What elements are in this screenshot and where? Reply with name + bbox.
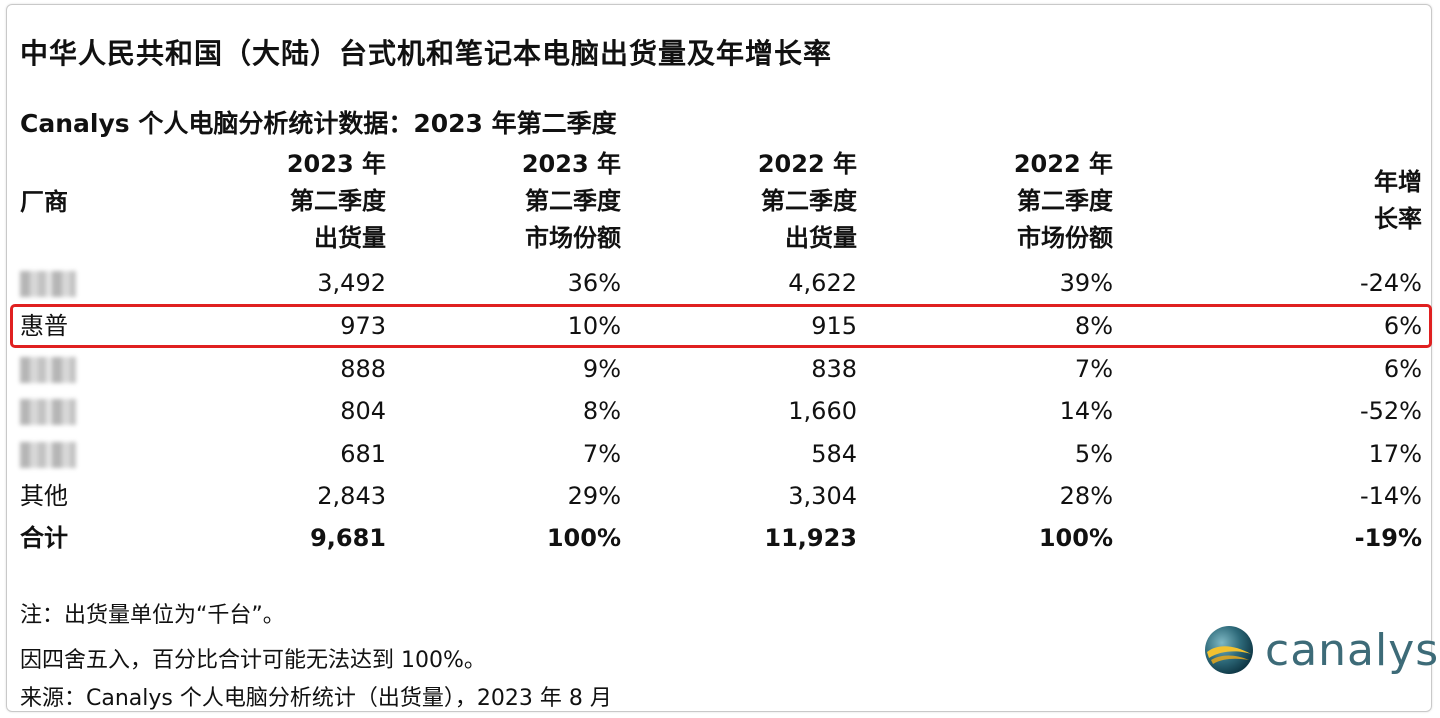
redacted-vendor-name bbox=[20, 442, 76, 468]
table-cell-c3: 11,923 bbox=[764, 524, 857, 552]
table-cell-c2: 100% bbox=[546, 524, 621, 552]
table-cell-c4: 8% bbox=[1074, 312, 1113, 340]
table-cell-c5: 6% bbox=[1383, 355, 1422, 383]
table-cell-c5: 17% bbox=[1368, 440, 1422, 468]
table-cell-c1: 2,843 bbox=[317, 482, 386, 510]
header-line: 出货量 bbox=[314, 224, 386, 252]
table-cell-c3: 915 bbox=[811, 312, 857, 340]
header-line: 第二季度 bbox=[761, 187, 857, 215]
table-cell-c4: 7% bbox=[1074, 355, 1113, 383]
redacted-vendor-name bbox=[20, 357, 76, 383]
table-cell-c1: 9,681 bbox=[310, 524, 386, 552]
header-2022-shipments: 2022 年 第二季度 出货量 bbox=[670, 146, 857, 257]
vendor-cell bbox=[20, 349, 76, 389]
table-cell-c2: 9% bbox=[582, 355, 621, 383]
table-cell-c5: -52% bbox=[1359, 397, 1422, 425]
table-cell-c1: 804 bbox=[340, 397, 386, 425]
table-cell-c4: 14% bbox=[1059, 397, 1113, 425]
table-cell-c1: 888 bbox=[340, 355, 386, 383]
table-title: 中华人民共和国（大陆）台式机和笔记本电脑出货量及年增长率 bbox=[20, 37, 833, 70]
header-yoy-growth: 年增 长率 bbox=[1330, 164, 1422, 238]
table-cell-c3: 584 bbox=[811, 440, 857, 468]
vendor-cell bbox=[20, 391, 76, 431]
table-cell-c3: 4,622 bbox=[788, 269, 857, 297]
canalys-globe-icon bbox=[1205, 626, 1253, 674]
redacted-vendor-name bbox=[20, 271, 76, 297]
header-2023-shipments: 2023 年 第二季度 出货量 bbox=[200, 146, 386, 257]
header-line: 第二季度 bbox=[290, 187, 386, 215]
table-cell-c2: 29% bbox=[567, 482, 621, 510]
header-2022-share: 2022 年 第二季度 市场份额 bbox=[920, 146, 1113, 257]
highlight-box bbox=[10, 304, 1432, 348]
header-line: 市场份额 bbox=[525, 224, 621, 252]
table-cell-c4: 5% bbox=[1074, 440, 1113, 468]
note-unit: 注：出货量单位为“千台”。 bbox=[20, 603, 285, 628]
header-line: 2022 年 bbox=[757, 150, 857, 178]
table-cell-c2: 7% bbox=[582, 440, 621, 468]
table-cell-c5: -19% bbox=[1354, 524, 1422, 552]
header-line: 第二季度 bbox=[1017, 187, 1113, 215]
table-cell-c4: 100% bbox=[1038, 524, 1113, 552]
figure-frame bbox=[6, 4, 1432, 712]
redacted-vendor-name bbox=[20, 399, 76, 425]
table-cell-c3: 1,660 bbox=[788, 397, 857, 425]
table-subtitle: Canalys 个人电脑分析统计数据：2023 年第二季度 bbox=[20, 109, 617, 138]
vendor-cell bbox=[20, 263, 76, 303]
header-line: 2023 年 bbox=[286, 150, 386, 178]
header-line: 第二季度 bbox=[525, 187, 621, 215]
note-rounding: 因四舍五入，百分比合计可能无法达到 100%。 bbox=[20, 648, 486, 673]
vendor-cell: 合计 bbox=[20, 524, 68, 552]
table-cell-c3: 3,304 bbox=[788, 482, 857, 510]
header-line: 2023 年 bbox=[521, 150, 621, 178]
vendor-cell: 惠普 bbox=[20, 312, 68, 340]
table-cell-c4: 39% bbox=[1059, 269, 1113, 297]
table-cell-c5: -24% bbox=[1359, 269, 1422, 297]
table-cell-c2: 36% bbox=[567, 269, 621, 297]
canalys-wordmark: canalys bbox=[1265, 624, 1440, 676]
table-cell-c4: 28% bbox=[1059, 482, 1113, 510]
header-line: 市场份额 bbox=[1017, 224, 1113, 252]
table-cell-c1: 3,492 bbox=[317, 269, 386, 297]
table-cell-c2: 10% bbox=[567, 312, 621, 340]
table-cell-c5: 6% bbox=[1383, 312, 1422, 340]
table-cell-c1: 973 bbox=[340, 312, 386, 340]
header-line: 出货量 bbox=[785, 224, 857, 252]
header-line: 2022 年 bbox=[1013, 150, 1113, 178]
vendor-cell: 其他 bbox=[20, 482, 68, 510]
canalys-logo: canalys bbox=[1203, 620, 1439, 680]
header-2023-share: 2023 年 第二季度 市场份额 bbox=[430, 146, 621, 257]
header-line: 年增 bbox=[1374, 168, 1422, 196]
table-cell-c5: -14% bbox=[1359, 482, 1422, 510]
vendor-cell bbox=[20, 434, 76, 474]
table-cell-c3: 838 bbox=[811, 355, 857, 383]
table-cell-c1: 681 bbox=[340, 440, 386, 468]
header-vendor: 厂商 bbox=[20, 188, 68, 216]
note-source: 来源：Canalys 个人电脑分析统计（出货量），2023 年 8 月 bbox=[20, 686, 612, 711]
header-line: 长率 bbox=[1374, 205, 1422, 233]
table-cell-c2: 8% bbox=[582, 397, 621, 425]
